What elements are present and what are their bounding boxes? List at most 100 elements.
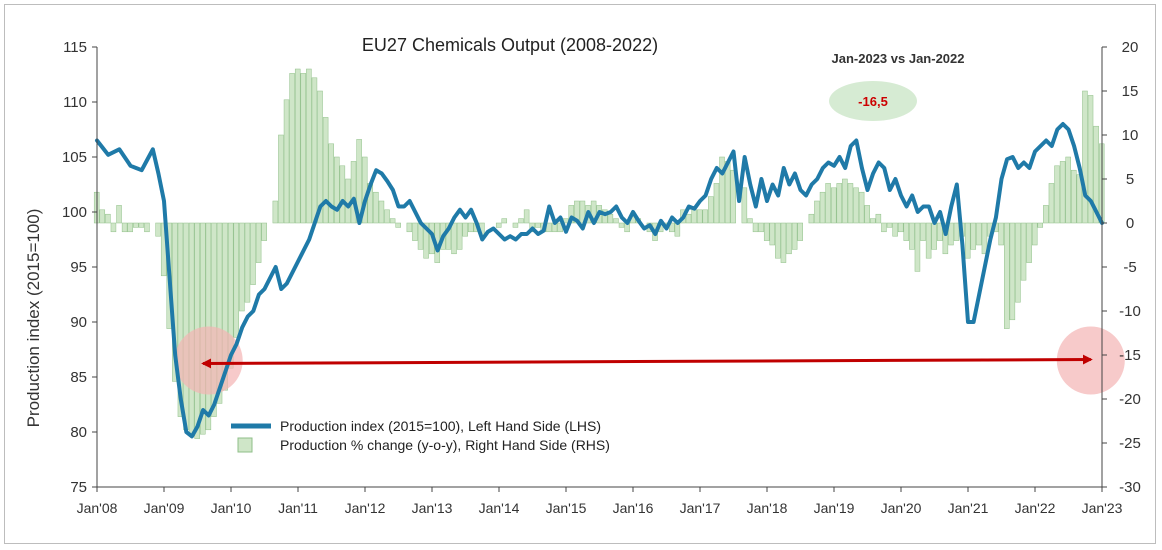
- yoy-bar: [1031, 222, 1038, 246]
- x-tick-label: Jan'14: [479, 500, 520, 516]
- yoy-bar: [110, 222, 117, 233]
- y-right-tick-label: -20: [1119, 391, 1141, 408]
- legend-line-label: Production index (2015=100), Left Hand S…: [280, 418, 601, 434]
- yoy-bar: [306, 68, 312, 224]
- yoy-bar: [133, 222, 139, 228]
- comparison-arrow: [201, 354, 1093, 369]
- y-right-tick-label: 0: [1126, 215, 1134, 232]
- yoy-bar: [144, 222, 150, 233]
- yoy-bar: [713, 183, 720, 224]
- yoy-bar: [121, 222, 128, 233]
- yoy-bar: [423, 222, 429, 259]
- yoy-bar: [462, 222, 468, 237]
- yoy-bar: [250, 222, 256, 285]
- axes: 7580859095100105110115-30-25-20-15-10-50…: [62, 39, 1141, 516]
- yoy-bar: [211, 222, 217, 417]
- yoy-bar: [786, 222, 792, 255]
- yoy-bar: [468, 222, 474, 233]
- yoy-bar: [384, 209, 390, 224]
- legend-bar-swatch: [237, 437, 253, 453]
- x-tick-label: Jan'12: [345, 500, 386, 516]
- yoy-bar: [685, 213, 692, 224]
- yoy-bar: [920, 222, 926, 241]
- yoy-bar: [535, 222, 541, 228]
- production-chart: 7580859095100105110115-30-25-20-15-10-50…: [24, 35, 1141, 516]
- yoy-bar: [691, 209, 697, 224]
- yoy-bar: [752, 222, 759, 233]
- x-tick-label: Jan'11: [278, 500, 318, 516]
- index-line-series: [95, 122, 1104, 439]
- yoy-bar: [775, 222, 781, 259]
- yoy-bar: [1065, 156, 1071, 224]
- yoy-bar: [278, 134, 284, 224]
- yoy-bar: [964, 222, 971, 259]
- yoy-bar: [345, 178, 351, 224]
- y-left-tick-label: 95: [70, 259, 87, 276]
- yoy-bar: [395, 222, 401, 228]
- yoy-bar: [127, 222, 133, 233]
- yoy-bar: [892, 222, 898, 237]
- x-tick-label: Jan'22: [1015, 500, 1056, 516]
- yoy-bar: [261, 222, 267, 241]
- yoy-bar: [607, 213, 614, 224]
- yoy-bar: [1020, 222, 1027, 281]
- yoy-bar: [445, 222, 452, 250]
- yoy-bar: [412, 222, 418, 241]
- y-left-tick-label: 75: [70, 479, 87, 496]
- yoy-bar: [451, 222, 457, 255]
- yoy-bar: [406, 222, 413, 233]
- yoy-bar: [730, 169, 736, 224]
- yoy-bar: [334, 156, 340, 224]
- x-tick-label: Jan'16: [613, 500, 654, 516]
- yoy-bar: [512, 222, 519, 228]
- yoy-bar: [155, 222, 161, 237]
- yoy-bar: [942, 222, 949, 255]
- y-left-tick-label: 105: [62, 149, 87, 166]
- legend-bar-label: Production % change (y-o-y), Right Hand …: [280, 437, 610, 453]
- y-left-tick-label: 90: [70, 314, 87, 331]
- yoy-bar: [708, 196, 714, 224]
- yoy-bar: [948, 222, 954, 246]
- yoy-bar: [255, 222, 262, 263]
- yoy-bar: [914, 222, 921, 272]
- annotation-label: Jan-2023 vs Jan-2022: [832, 51, 965, 66]
- yoy-bar: [1026, 222, 1032, 263]
- yoy-bar: [696, 209, 703, 224]
- yoy-bar: [825, 183, 831, 224]
- yoy-bar: [317, 90, 323, 224]
- x-tick-label: Jan'15: [546, 500, 587, 516]
- yoy-bar: [138, 222, 145, 228]
- x-tick-label: Jan'21: [948, 500, 989, 516]
- yoy-bar: [909, 222, 915, 250]
- yoy-bar: [842, 178, 848, 224]
- yoy-bar: [847, 183, 854, 224]
- yoy-bar: [747, 218, 753, 224]
- yoy-bar: [953, 222, 960, 241]
- yoy-bar: [976, 222, 982, 246]
- x-tick-label: Jan'20: [881, 500, 922, 516]
- y-axis-left-label: Production index (2015=100): [24, 209, 43, 428]
- yoy-bar: [244, 222, 251, 303]
- yoy-bar: [233, 222, 240, 338]
- yoy-bar: [272, 200, 279, 224]
- annotation-value: -16,5: [858, 94, 888, 109]
- yoy-bar: [970, 222, 977, 250]
- yoy-bar: [1043, 205, 1049, 224]
- y-left-tick-label: 100: [62, 204, 87, 221]
- yoy-bar: [769, 222, 776, 246]
- yoy-bar: [239, 222, 245, 312]
- x-tick-label: Jan'19: [814, 500, 855, 516]
- yoy-bar: [579, 200, 586, 224]
- y-right-tick-label: -15: [1119, 347, 1141, 364]
- yoy-bar: [518, 218, 524, 224]
- yoy-bar: [741, 187, 748, 224]
- yoy-bar: [183, 222, 189, 431]
- yoy-bar: [897, 222, 904, 233]
- legend: Production index (2015=100), Left Hand S…: [231, 418, 610, 453]
- yoy-bar: [853, 187, 859, 224]
- yoy-bar: [886, 222, 893, 228]
- yoy-bar: [602, 209, 608, 224]
- yoy-bar: [1004, 222, 1010, 329]
- y-left-tick-label: 115: [63, 39, 87, 56]
- y-left-tick-label: 85: [70, 369, 87, 386]
